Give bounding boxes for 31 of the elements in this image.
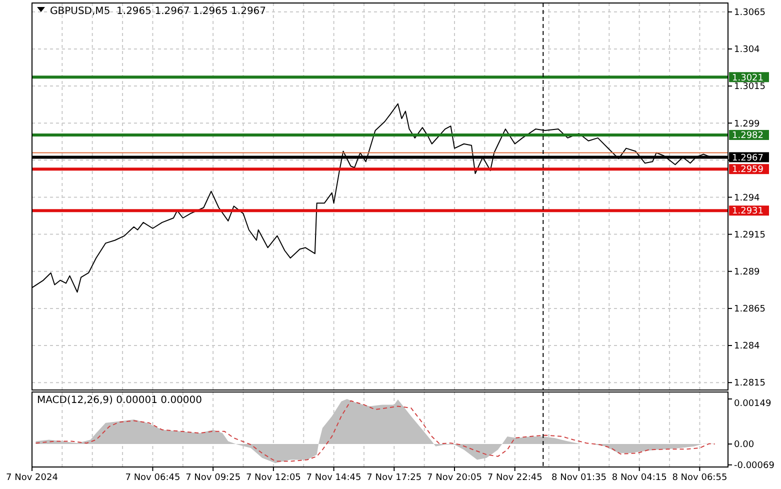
x-tick-label: 7 Nov 2024 xyxy=(6,473,58,483)
x-tick-label: 8 Nov 06:55 xyxy=(672,473,728,483)
chart-title: MACD(12,26,9) 0.00001 0.00000 xyxy=(37,395,202,406)
ref-line-label: 1.3021 xyxy=(732,73,764,84)
x-tick-label: 8 Nov 01:35 xyxy=(552,473,606,483)
y-tick-label: 1.2865 xyxy=(734,304,766,315)
x-tick-label: 7 Nov 06:45 xyxy=(125,473,180,483)
y-tick-label: 1.2915 xyxy=(734,230,766,240)
y-tick-label: 1.3065 xyxy=(734,8,766,18)
ref-line-label: 1.2982 xyxy=(732,131,764,142)
ref-line-label: 1.2959 xyxy=(732,165,764,176)
y-tick-label: 1.289 xyxy=(734,268,760,278)
x-tick-label: 7 Nov 14:45 xyxy=(306,473,362,483)
y-tick-label: 1.3015 xyxy=(734,82,766,92)
y-tick-label: 0.00149 xyxy=(734,399,772,410)
x-tick-label: 7 Nov 17:25 xyxy=(366,473,422,483)
y-tick-label: -0.00069 xyxy=(734,461,775,472)
chart-title: GBPUSD,M5 1.2965 1.2967 1.2965 1.2967 xyxy=(50,6,266,17)
x-tick-label: 7 Nov 22:45 xyxy=(487,473,542,483)
y-tick-label: 1.284 xyxy=(734,342,760,352)
y-tick-label: 1.299 xyxy=(734,119,760,130)
y-tick-label: 1.304 xyxy=(734,45,760,56)
x-tick-label: 7 Nov 20:05 xyxy=(427,473,482,483)
y-tick-label: 0.00 xyxy=(734,440,754,450)
y-tick-label: 1.2815 xyxy=(734,378,766,389)
ref-line-label: 1.2931 xyxy=(732,206,764,217)
x-tick-label: 7 Nov 12:05 xyxy=(246,473,301,483)
ref-line-label: 1.2967 xyxy=(732,153,764,164)
y-tick-label: 1.294 xyxy=(734,193,760,204)
x-tick-label: 8 Nov 04:15 xyxy=(612,473,667,483)
x-tick-label: 7 Nov 09:25 xyxy=(186,473,241,483)
